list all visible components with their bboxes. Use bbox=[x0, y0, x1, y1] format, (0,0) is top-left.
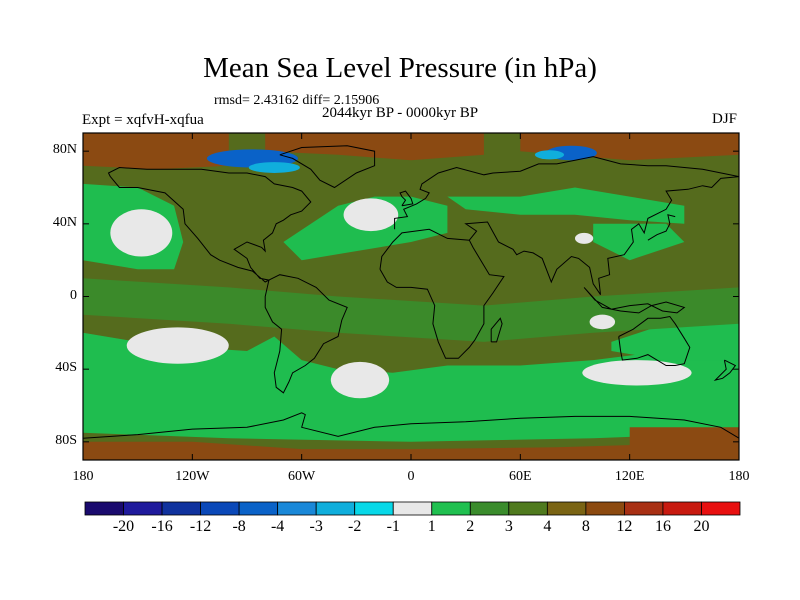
y-tick-label: 40N bbox=[52, 214, 77, 230]
colorbar-label: -16 bbox=[151, 518, 173, 535]
antarctica-coast bbox=[82, 412, 740, 439]
colorbar-label: 1 bbox=[427, 518, 436, 535]
x-tick-label: 60W bbox=[288, 469, 316, 484]
madagascar-coast bbox=[490, 317, 503, 343]
colorbar-swatch bbox=[200, 501, 240, 516]
pacific-white-south bbox=[126, 327, 229, 364]
colorbar-swatch bbox=[315, 501, 356, 516]
x-tick-label: 60E bbox=[509, 469, 532, 484]
asia-south-coast bbox=[464, 176, 740, 295]
y-tick-label: 40S bbox=[55, 360, 77, 376]
field-contours bbox=[83, 133, 739, 460]
colorbar-swatch bbox=[84, 501, 124, 516]
australia-green bbox=[611, 314, 739, 361]
new-zealand-coast bbox=[713, 359, 737, 382]
colorbar-swatch bbox=[431, 501, 471, 516]
colorbar-swatch bbox=[161, 501, 201, 516]
atlantic-white-south bbox=[330, 361, 390, 399]
colorbar bbox=[84, 501, 741, 516]
pressure-field bbox=[83, 133, 739, 460]
colorbar-swatch bbox=[123, 501, 163, 516]
colorbar-swatch bbox=[354, 501, 394, 516]
greenland-coast bbox=[279, 145, 376, 189]
colorbar-swatch bbox=[701, 501, 741, 516]
indian-white-small bbox=[589, 314, 616, 330]
arctic-brown-west bbox=[83, 133, 229, 170]
colorbar-label: 16 bbox=[654, 518, 671, 535]
indonesia-coast bbox=[583, 287, 686, 314]
colorbar-label: 12 bbox=[616, 518, 633, 535]
japan-coast bbox=[647, 214, 676, 241]
south-america-coast bbox=[264, 274, 348, 394]
colorbar-label: 8 bbox=[581, 518, 590, 535]
colorbar-swatch bbox=[662, 501, 702, 516]
arctic-brown-central bbox=[265, 133, 484, 161]
colorbar-swatch bbox=[392, 501, 433, 516]
africa-coast bbox=[379, 228, 505, 359]
time-period: 2044kyr BP - 0000kyr BP bbox=[322, 105, 479, 121]
colorbar-swatch bbox=[624, 501, 664, 516]
colorbar-swatch bbox=[277, 501, 317, 516]
colorbar-label: -20 bbox=[112, 518, 135, 535]
antarctic-brown-east bbox=[629, 427, 739, 446]
colorbar-swatch bbox=[546, 501, 587, 516]
x-tick-label: 180 bbox=[728, 469, 750, 484]
y-axis-ticks bbox=[83, 150, 739, 443]
indian-white-south bbox=[582, 360, 692, 386]
x-tick-label: 180 bbox=[72, 469, 94, 484]
uk-coast bbox=[399, 190, 414, 207]
colorbar-swatch bbox=[238, 501, 279, 516]
rmsd-diff-stats: rmsd= 2.43162 diff= 2.15906 bbox=[214, 93, 380, 108]
page-title: Mean Sea Level Pressure (in hPa) bbox=[203, 52, 597, 84]
himalaya-white bbox=[575, 232, 594, 244]
colorbar-label: 20 bbox=[693, 518, 710, 535]
eurasia-green-band bbox=[447, 187, 685, 224]
tropical-dark-green bbox=[83, 278, 739, 342]
canadian-arctic-cyan bbox=[248, 162, 300, 173]
colorbar-label: -2 bbox=[348, 518, 362, 535]
antarctic-brown bbox=[83, 441, 739, 460]
australia-coast bbox=[618, 315, 691, 366]
y-tick-label: 0 bbox=[70, 287, 77, 303]
y-tick-label: 80S bbox=[55, 432, 77, 448]
eurasia-coast bbox=[394, 156, 740, 230]
colorbar-label: 3 bbox=[504, 518, 513, 535]
experiment-label: Expt = xqfvH-xqfua bbox=[82, 112, 204, 128]
colorbar-swatch bbox=[585, 501, 625, 516]
y-tick-label: 80N bbox=[52, 142, 77, 158]
x-tick-label: 120W bbox=[175, 469, 210, 484]
colorbar-label: -3 bbox=[309, 518, 323, 535]
colorbar-swatch bbox=[469, 501, 510, 516]
x-tick-label: 120E bbox=[614, 469, 645, 484]
colorbar-swatch bbox=[508, 501, 548, 516]
coastlines bbox=[82, 145, 740, 439]
pacific-white-north bbox=[110, 209, 173, 257]
colorbar-label: -12 bbox=[189, 518, 212, 535]
siberian-arctic-cyan bbox=[534, 150, 565, 160]
colorbar-label: 4 bbox=[543, 518, 552, 535]
season-label: DJF bbox=[712, 111, 738, 127]
colorbar-label: -4 bbox=[270, 518, 285, 535]
x-axis-ticks bbox=[82, 133, 740, 460]
north-america-coast bbox=[107, 166, 312, 283]
atlantic-white-north bbox=[343, 198, 399, 232]
colorbar-label: -1 bbox=[386, 518, 400, 535]
x-tick-label: 0 bbox=[407, 469, 415, 484]
colorbar-label: 2 bbox=[466, 518, 475, 535]
colorbar-label: -8 bbox=[232, 518, 246, 535]
southern-ocean-high bbox=[83, 332, 739, 442]
